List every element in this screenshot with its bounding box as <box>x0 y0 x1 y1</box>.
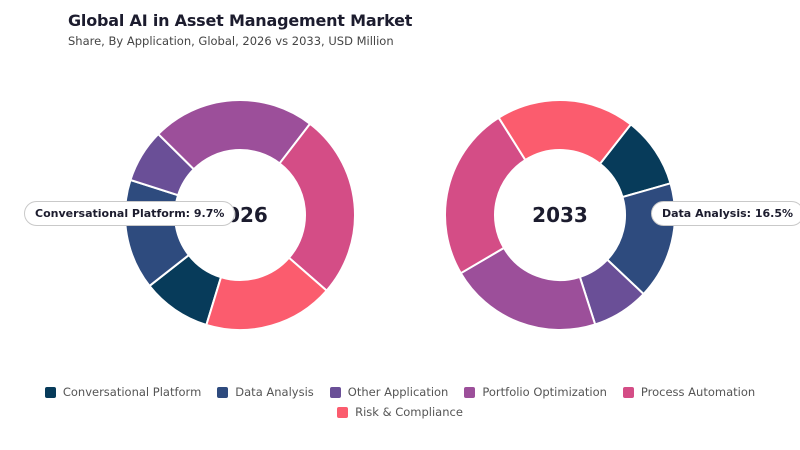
legend-label: Conversational Platform <box>62 385 202 399</box>
slice-2026-risk-compliance[interactable] <box>205 256 329 331</box>
chart-subtitle: Share, By Application, Global, 2026 vs 2… <box>68 34 394 48</box>
legend-swatch <box>622 386 634 398</box>
slice-2033-risk-compliance[interactable] <box>497 99 633 166</box>
chart-title: Global AI in Asset Management Market <box>68 11 413 30</box>
legend-swatch <box>337 406 349 418</box>
slice-2026-process-automation[interactable] <box>278 122 356 293</box>
legend-swatch <box>44 386 56 398</box>
legend-item-other-application[interactable]: Other Application <box>329 385 449 399</box>
legend-label: Risk & Compliance <box>355 405 463 419</box>
slice-2033-process-automation[interactable] <box>444 116 527 275</box>
legend-item-conversational-platform[interactable]: Conversational Platform <box>44 385 202 399</box>
legend-swatch <box>329 386 341 398</box>
callout-data-analysis: Data Analysis: 16.5% <box>651 201 800 226</box>
callout-conversational-platform: Conversational Platform: 9.7% <box>24 201 236 226</box>
legend-label: Portfolio Optimization <box>482 385 607 399</box>
legend: Conversational Platform Data Analysis Othe… <box>40 385 760 419</box>
legend-swatch <box>464 386 476 398</box>
legend-swatch <box>217 386 229 398</box>
legend-label: Data Analysis <box>235 385 314 399</box>
legend-item-risk-compliance[interactable]: Risk & Compliance <box>337 405 463 419</box>
legend-item-portfolio-optimization[interactable]: Portfolio Optimization <box>464 385 607 399</box>
slice-2026-portfolio-optimization[interactable] <box>156 99 312 171</box>
legend-item-process-automation[interactable]: Process Automation <box>622 385 756 399</box>
center-label-2033: 2033 <box>532 203 588 227</box>
legend-label: Process Automation <box>640 385 756 399</box>
legend-item-data-analysis[interactable]: Data Analysis <box>217 385 314 399</box>
legend-label: Other Application <box>347 385 449 399</box>
